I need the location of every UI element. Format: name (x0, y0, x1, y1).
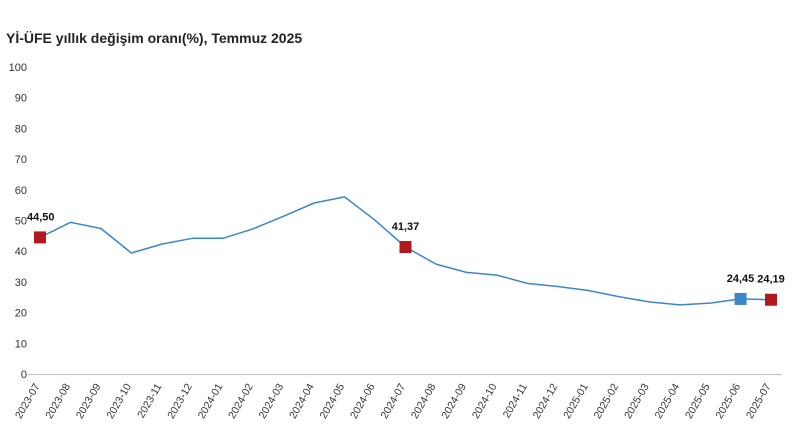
data-point-marker (734, 292, 747, 305)
x-tick-label: 2025-02 (592, 381, 622, 421)
data-point-marker (34, 231, 46, 244)
y-tick-label: 60 (15, 185, 27, 197)
y-axis: 0 10 20 30 40 50 60 70 80 90 100 (9, 62, 27, 381)
x-tick-label: 2024-06 (348, 381, 378, 421)
data-label: 24,45 (727, 273, 755, 285)
x-tick-label: 2025-05 (683, 381, 713, 421)
data-label: 24,19 (757, 274, 785, 286)
y-tick-label: 10 (15, 338, 27, 350)
data-point-marker (765, 293, 777, 306)
y-tick-label: 20 (15, 308, 27, 320)
x-tick-label: 2023-07 (13, 381, 43, 421)
data-point-marker (399, 240, 412, 253)
x-tick-label: 2025-07 (744, 381, 774, 421)
x-tick-label: 2025-01 (561, 381, 591, 421)
data-label: 41,37 (392, 221, 420, 233)
x-tick-label: 2025-03 (622, 381, 652, 421)
x-tick-label: 2024-11 (501, 381, 530, 420)
y-tick-label: 0 (21, 369, 27, 381)
x-tick-label: 2024-05 (318, 381, 348, 421)
chart-title: Yİ-ÜFE yıllık değişim oranı(%), Temmuz 2… (6, 30, 303, 46)
x-tick-label: 2024-07 (378, 381, 408, 421)
x-tick-label: 2024-01 (196, 381, 226, 421)
x-axis: 2023-07 2023-08 2023-09 2023-10 2023-11 2023-… (13, 374, 782, 421)
x-tick-label: 2024-02 (226, 381, 256, 421)
x-tick-label: 2023-12 (165, 381, 195, 421)
data-label: 44,50 (27, 211, 55, 223)
y-tick-label: 30 (15, 277, 27, 289)
markers (34, 231, 777, 306)
x-tick-label: 2023-08 (43, 381, 73, 421)
y-tick-label: 70 (15, 154, 27, 166)
x-tick-label: 2024-12 (531, 381, 561, 421)
x-tick-label: 2023-10 (104, 381, 134, 421)
y-tick-label: 80 (15, 123, 27, 135)
x-tick-label: 2023-11 (135, 381, 164, 420)
x-tick-label: 2024-10 (470, 381, 500, 421)
x-tick-label: 2024-04 (287, 381, 317, 421)
x-tick-label: 2024-09 (439, 381, 469, 421)
x-tick-label: 2024-08 (409, 381, 439, 421)
y-tick-label: 90 (15, 93, 27, 105)
x-tick-label: 2024-03 (257, 381, 287, 421)
x-tick-label: 2025-04 (653, 381, 683, 421)
y-tick-label: 100 (9, 62, 27, 74)
y-tick-label: 50 (15, 216, 27, 228)
x-tick-label: 2025-06 (713, 381, 743, 421)
x-tick-label: 2023-09 (74, 381, 104, 421)
y-tick-label: 40 (15, 246, 27, 258)
data-labels: 44,50 41,37 24,45 24,19 (27, 211, 785, 285)
